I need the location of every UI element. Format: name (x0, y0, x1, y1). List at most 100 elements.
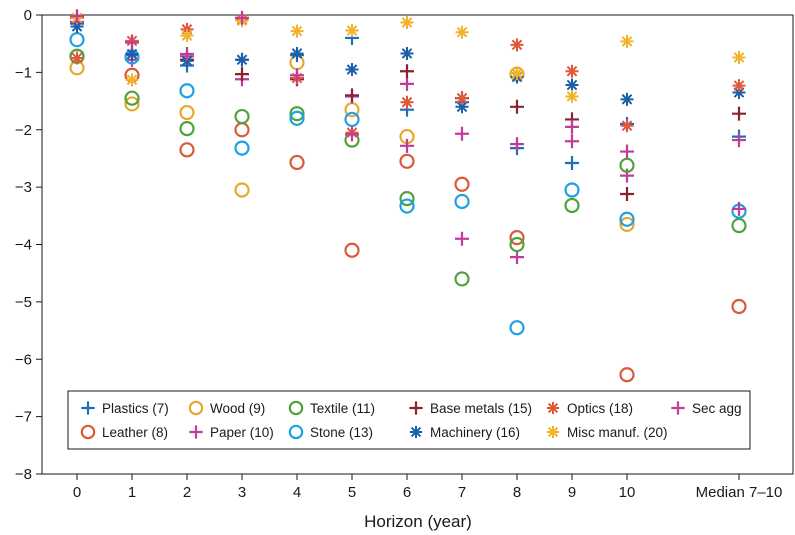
data-point (70, 19, 84, 33)
y-tick-label: −1 (15, 64, 32, 81)
data-point (564, 197, 580, 214)
data-point (565, 78, 579, 92)
axes: 0 −1 −2 −3 −4 −5 −6 −7 −8 0 1 2 3 4 5 6 7 8 9 10 Median 7–10 (15, 7, 794, 501)
data-point (345, 23, 359, 37)
data-point (620, 119, 634, 133)
data-point (399, 191, 415, 207)
data-point (400, 46, 414, 60)
x-tick-label: 9 (568, 484, 576, 501)
legend-marker (288, 424, 304, 440)
y-tick-label: −5 (15, 294, 32, 311)
series-stone-13 (69, 32, 747, 336)
data-point (289, 106, 305, 122)
legend-marker (546, 401, 560, 415)
x-tick-label: 0 (73, 484, 81, 501)
x-tick-label: 6 (403, 484, 411, 501)
legend-label: Base metals (15) (430, 401, 532, 416)
data-point (345, 63, 359, 77)
data-point (179, 83, 195, 99)
x-tick-label: Median 7–10 (696, 484, 783, 501)
data-point (509, 320, 525, 336)
data-point (454, 176, 470, 192)
data-point (455, 91, 469, 105)
data-point (565, 134, 579, 149)
data-point (400, 138, 414, 153)
y-tick-label: −6 (15, 351, 32, 368)
series-leather-8 (69, 48, 747, 383)
data-point (619, 157, 635, 173)
legend-box (67, 390, 751, 450)
data-point (455, 231, 469, 246)
data-point (290, 68, 304, 83)
x-tick-label: 10 (619, 484, 636, 501)
y-tick-label: −8 (15, 466, 32, 483)
legend-marker (81, 401, 95, 415)
data-point (289, 110, 305, 126)
data-point (565, 64, 579, 78)
data-point (509, 230, 525, 246)
data-point (565, 156, 579, 171)
legend-label: Misc manuf. (20) (567, 425, 668, 440)
data-point (235, 53, 249, 67)
data-point (345, 88, 359, 103)
data-point (510, 99, 524, 114)
data-point (235, 67, 249, 82)
data-point (454, 271, 470, 287)
data-point (565, 119, 579, 134)
x-tick-label: 8 (513, 484, 521, 501)
legend-marker (546, 425, 560, 439)
data-point (619, 367, 635, 383)
series-sec-agg (70, 9, 746, 216)
data-point (125, 47, 139, 61)
legend: Plastics (7) Wood (9) Textile (11) Base met… (67, 390, 751, 450)
data-point (400, 64, 414, 79)
data-point (124, 96, 140, 112)
x-tick-label: 2 (183, 484, 191, 501)
data-point (619, 216, 635, 233)
data-point (399, 153, 415, 169)
legend-label: Machinery (16) (430, 425, 520, 440)
data-point (400, 76, 414, 91)
legend-marker (409, 401, 423, 415)
data-point (620, 144, 634, 159)
data-point (731, 298, 747, 315)
data-point (180, 47, 194, 62)
data-point (565, 89, 579, 103)
data-point (732, 79, 746, 93)
data-point (289, 154, 305, 171)
legend-label: Plastics (7) (102, 401, 169, 416)
data-point (620, 34, 634, 48)
data-point (290, 46, 304, 60)
data-point (510, 137, 524, 152)
x-tick-label: 3 (238, 484, 246, 501)
data-point (179, 104, 195, 121)
data-point (234, 182, 250, 198)
legend-label: Textile (11) (310, 401, 375, 416)
data-point (620, 187, 634, 202)
data-point (344, 242, 360, 258)
data-point (234, 108, 250, 125)
data-point (345, 127, 359, 142)
data-point (455, 100, 469, 114)
data-point (399, 198, 415, 214)
data-point (70, 51, 84, 65)
legend-marker (80, 424, 96, 440)
y-tick-label: 0 (24, 7, 32, 24)
data-point (290, 24, 304, 38)
data-point (732, 133, 746, 148)
data-point (510, 38, 524, 52)
legend-marker (189, 425, 203, 439)
legend-label: Paper (10) (210, 425, 274, 440)
legend-marker (671, 401, 685, 415)
data-point (732, 106, 746, 121)
x-tick-label: 5 (348, 484, 356, 501)
data-point (732, 50, 746, 64)
legend-label: Optics (18) (567, 401, 633, 416)
data-point (509, 236, 525, 253)
data-point (234, 140, 250, 156)
x-axis-title: Horizon (year) (364, 512, 472, 531)
y-tick-label: −3 (15, 179, 32, 196)
y-tick-label: −2 (15, 122, 32, 139)
data-points (69, 9, 747, 383)
